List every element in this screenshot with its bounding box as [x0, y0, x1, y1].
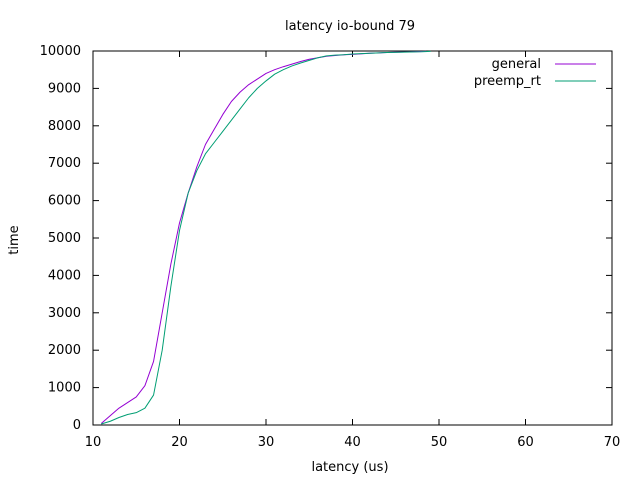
legend-label: preemp_rt — [474, 74, 541, 89]
y-tick-label: 8000 — [48, 119, 81, 134]
y-tick-label: 4000 — [48, 268, 81, 283]
x-axis-label: latency (us) — [311, 460, 388, 475]
legend: general preemp_rt — [474, 57, 596, 89]
chart-title: latency io-bound 79 — [285, 19, 415, 34]
y-tick-label: 0 — [73, 418, 81, 433]
y-tick-label: 1000 — [48, 381, 81, 396]
y-tick-label: 6000 — [48, 194, 81, 209]
y-tick-label: 7000 — [48, 156, 81, 171]
y-tick-label: 10000 — [40, 44, 81, 59]
x-tick-label: 50 — [431, 435, 448, 450]
x-tick-label: 40 — [344, 435, 361, 450]
y-tick-label: 2000 — [48, 343, 81, 358]
y-axis-label: time — [7, 225, 22, 254]
x-tick-label: 30 — [258, 435, 275, 450]
y-tick-label: 5000 — [48, 231, 81, 246]
plot-frame — [92, 50, 613, 426]
series-line-general — [101, 50, 427, 424]
x-tick-label: 10 — [85, 435, 102, 450]
series-line-preemp-rt — [101, 50, 431, 425]
series-layer — [101, 50, 431, 425]
y-axis: 0 1000 2000 3000 4000 5000 6000 7000 8000 9000 100… — [40, 44, 612, 433]
x-tick-label: 60 — [517, 435, 534, 450]
legend-label: general — [492, 57, 541, 72]
x-axis: 10 20 30 40 50 60 70 — [85, 51, 621, 450]
y-tick-label: 3000 — [48, 306, 81, 321]
x-tick-label: 70 — [604, 435, 621, 450]
x-tick-label: 20 — [171, 435, 188, 450]
y-tick-label: 9000 — [48, 81, 81, 96]
